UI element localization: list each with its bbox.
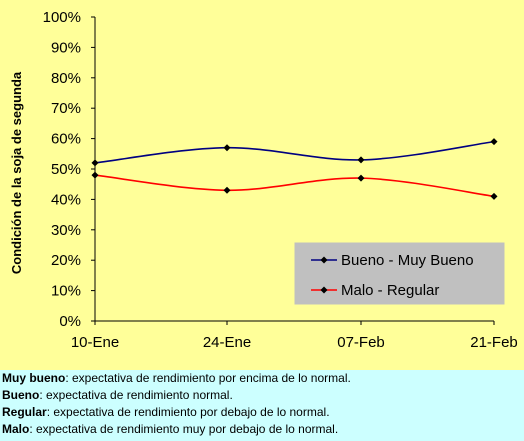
series-line-1 bbox=[94, 174, 495, 198]
x-tick-label: 24-Ene bbox=[203, 334, 251, 351]
data-point bbox=[357, 156, 365, 164]
legend-marker bbox=[320, 286, 328, 294]
chart-area: 0% 10% 20% 30% 40% 50% 60% 70% 80% 90% 100% 10-Ene 2… bbox=[0, 0, 524, 370]
x-tick-label: 07-Feb bbox=[337, 334, 385, 351]
data-point bbox=[357, 174, 365, 182]
y-axis-title: Condición de la soja de segunda bbox=[9, 71, 24, 274]
definition-text: : expectativa de rendimiento muy por deb… bbox=[29, 422, 339, 436]
y-tick-label: 80% bbox=[51, 70, 81, 87]
x-tick-label: 21-Feb bbox=[470, 334, 518, 351]
data-point bbox=[91, 171, 99, 179]
definition-text: : expectativa de rendimiento por debajo … bbox=[46, 405, 330, 419]
definition-term: Malo bbox=[2, 422, 30, 436]
y-tick-label: 100% bbox=[43, 9, 81, 26]
y-tick-label: 40% bbox=[51, 191, 81, 208]
definition-line: Regular: expectativa de rendimiento por … bbox=[2, 404, 524, 421]
x-tick-label: 10-Ene bbox=[71, 334, 119, 351]
data-point bbox=[490, 192, 498, 200]
legend-marker bbox=[320, 256, 328, 264]
definition-line: Muy bueno: expectativa de rendimiento po… bbox=[2, 370, 524, 387]
definition-line: Malo: expectativa de rendimiento muy por… bbox=[2, 421, 524, 438]
legend-label: Malo - Regular bbox=[341, 282, 439, 299]
y-tick-label: 10% bbox=[51, 283, 81, 300]
definition-text: : expectativa de rendimiento por encima … bbox=[65, 371, 351, 385]
definition-text: : expectativa de rendimiento normal. bbox=[39, 388, 233, 402]
y-tick-label: 50% bbox=[51, 161, 81, 178]
definition-term: Regular bbox=[2, 405, 47, 419]
y-tick-label: 30% bbox=[51, 222, 81, 239]
definitions-panel: Muy bueno: expectativa de rendimiento po… bbox=[0, 370, 524, 441]
data-point bbox=[91, 159, 99, 167]
definition-term: Muy bueno bbox=[2, 371, 66, 385]
y-tick-label: 20% bbox=[51, 252, 81, 269]
definition-line: Bueno: expectativa de rendimiento normal… bbox=[2, 387, 524, 404]
y-tick-label: 0% bbox=[59, 313, 81, 330]
y-tick-label: 90% bbox=[51, 39, 81, 56]
y-tick-label: 60% bbox=[51, 131, 81, 148]
legend-box bbox=[294, 242, 505, 305]
data-point bbox=[223, 144, 231, 152]
y-tick-label: 70% bbox=[51, 100, 81, 117]
data-point bbox=[223, 186, 231, 194]
line-chart: 0% 10% 20% 30% 40% 50% 60% 70% 80% 90% 100% 10-Ene 2… bbox=[9, 9, 518, 351]
legend-label: Bueno - Muy Bueno bbox=[341, 252, 474, 269]
series-line-0 bbox=[94, 140, 495, 164]
data-point bbox=[490, 138, 498, 146]
definition-term: Bueno bbox=[2, 388, 40, 402]
